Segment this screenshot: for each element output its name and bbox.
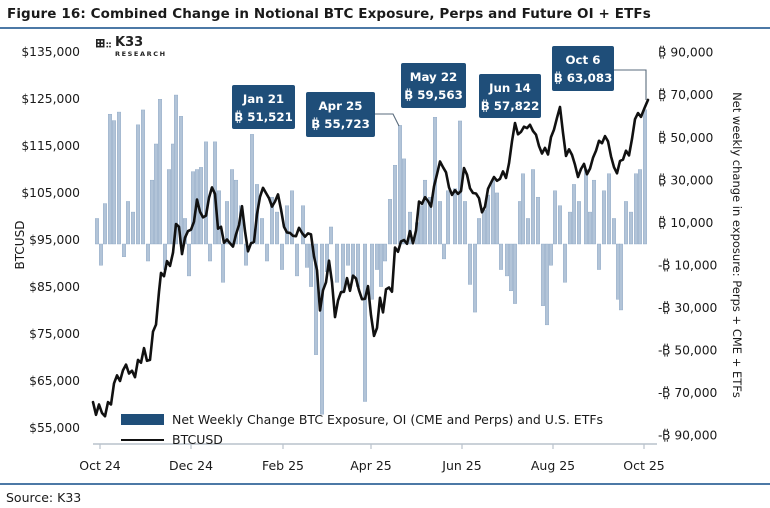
- price-line: [91, 98, 650, 418]
- legend-line-label: BTCUSD: [172, 432, 223, 447]
- svg-text:-B 10,000: -B 10,000: [658, 258, 717, 272]
- svg-text:B 50,000: B 50,000: [658, 131, 713, 145]
- svg-text:Aug 25: Aug 25: [531, 458, 575, 473]
- svg-text:Apr 25: Apr 25: [319, 99, 363, 113]
- svg-text:Jun 14: Jun 14: [488, 81, 531, 95]
- annotation-jun-14: Jun 14 B 57,822: [479, 74, 541, 118]
- svg-text:B 51,521: B 51,521: [234, 110, 293, 124]
- svg-text:B 10,000: B 10,000: [658, 216, 713, 230]
- svg-text:-B 30,000: -B 30,000: [658, 301, 717, 315]
- svg-text:B 90,000: B 90,000: [658, 46, 713, 60]
- legend-bar-label: Net Weekly Change BTC Exposure, OI (CME …: [172, 412, 604, 427]
- annotation-oct-6: Oct 6 B 63,083: [552, 46, 647, 100]
- svg-text:B 55,723: B 55,723: [311, 117, 370, 131]
- k33-logo-grid-icon: [96, 39, 111, 48]
- svg-text:Oct 6: Oct 6: [566, 53, 601, 67]
- svg-text:-B 90,000: -B 90,000: [658, 429, 717, 443]
- svg-text:$85,000: $85,000: [29, 280, 80, 294]
- svg-text:-B 70,000: -B 70,000: [658, 386, 717, 400]
- svg-text:B 63,083: B 63,083: [554, 71, 613, 85]
- svg-text:B 70,000: B 70,000: [658, 88, 713, 102]
- svg-text:B 30,000: B 30,000: [658, 173, 713, 187]
- k33-logo-text: K33: [115, 35, 144, 50]
- legend-item-line: BTCUSD: [121, 432, 603, 447]
- svg-text:Feb 25: Feb 25: [262, 458, 304, 473]
- legend-bar-swatch: [121, 414, 164, 425]
- right-axis-ticks: B 90,000 B 70,000 B 50,000 B 30,000 B 10,000…: [658, 46, 717, 443]
- svg-text:$105,000: $105,000: [21, 186, 80, 200]
- x-axis: Oct 24 Dec 24 Feb 25 Apr 25 Jun 25 Aug 25 Oct …: [79, 443, 665, 473]
- legend: Net Weekly Change BTC Exposure, OI (CME …: [121, 412, 603, 447]
- svg-text:May 22: May 22: [410, 70, 458, 84]
- svg-text:$75,000: $75,000: [29, 327, 80, 341]
- annotation-may-22: May 22 B 59,563: [401, 63, 466, 108]
- svg-text:$65,000: $65,000: [29, 374, 80, 388]
- svg-text:Jun 25: Jun 25: [441, 458, 481, 473]
- k33-logo: K33 RESEARCH: [96, 35, 167, 58]
- annotation-jan-21: Jan 21 B 51,521: [232, 85, 295, 129]
- legend-item-bars: Net Weekly Change BTC Exposure, OI (CME …: [121, 412, 603, 427]
- legend-line-swatch: [121, 438, 164, 441]
- bars-series: [94, 94, 648, 415]
- right-axis-title: Net weekly change in exposure: Perps + C…: [730, 92, 744, 398]
- svg-text:Oct 25: Oct 25: [623, 458, 665, 473]
- svg-text:-B 50,000: -B 50,000: [658, 344, 717, 358]
- annotation-apr-25: Apr 25 B 55,723: [306, 92, 400, 137]
- svg-text:B 57,822: B 57,822: [481, 99, 540, 113]
- svg-text:$125,000: $125,000: [21, 92, 80, 106]
- svg-text:B 59,563: B 59,563: [404, 88, 463, 102]
- left-axis-ticks: $135,000 $125,000 $115,000 $105,000 $95,000 $…: [21, 45, 80, 435]
- k33-logo-subtext: RESEARCH: [115, 50, 167, 58]
- svg-text:Apr 25: Apr 25: [350, 458, 392, 473]
- svg-text:Dec 24: Dec 24: [169, 458, 213, 473]
- svg-text:$115,000: $115,000: [21, 139, 80, 153]
- left-axis-title: BTCUSD: [13, 220, 27, 270]
- svg-text:$55,000: $55,000: [29, 421, 80, 435]
- source-note: Source: K33: [0, 483, 770, 505]
- svg-text:$95,000: $95,000: [29, 233, 80, 247]
- figure-title: Figure 16: Combined Change in Notional B…: [0, 0, 770, 29]
- svg-text:Jan 21: Jan 21: [242, 92, 284, 106]
- svg-text:$135,000: $135,000: [21, 45, 80, 59]
- svg-text:Oct 24: Oct 24: [79, 458, 121, 473]
